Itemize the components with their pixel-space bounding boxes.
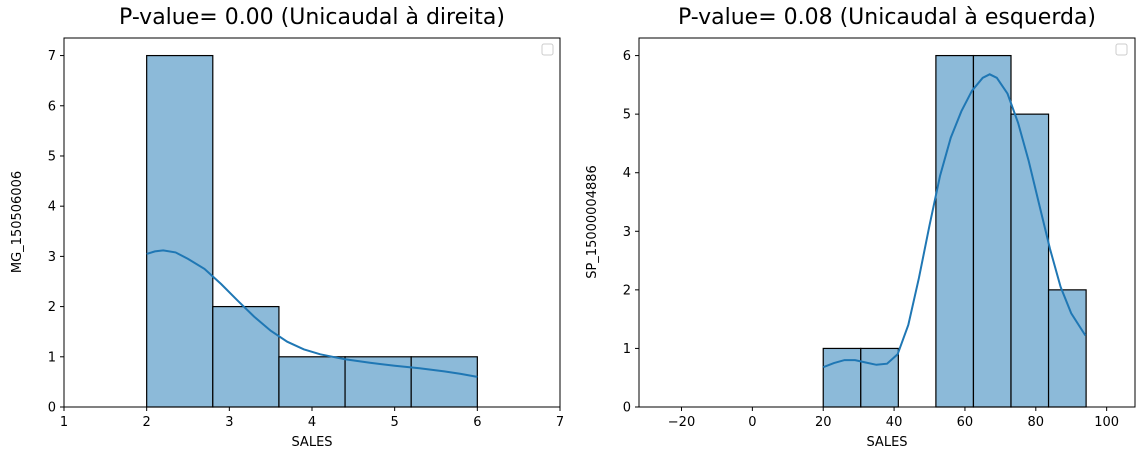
left-x-ticks: 1 2 3 4 5 6 7 bbox=[60, 407, 564, 430]
left-y-tick-label-0: 0 bbox=[48, 401, 56, 416]
right-y-tick-label-0: 0 bbox=[623, 401, 631, 416]
right-bar-0 bbox=[822, 347, 862, 408]
right-x-tick-label-5: 80 bbox=[1028, 415, 1045, 430]
right-y-tick-label-3: 3 bbox=[623, 225, 631, 240]
right-x-tick-label-3: 40 bbox=[886, 415, 903, 430]
right-chart-title: P-value= 0.08 (Unicaudal à esquerda) bbox=[678, 5, 1096, 30]
left-y-tick-label-2: 2 bbox=[48, 300, 56, 315]
left-y-tick-label-3: 3 bbox=[48, 250, 56, 265]
right-bar-6 bbox=[1047, 289, 1087, 408]
right-legend-box bbox=[1115, 43, 1128, 56]
left-bar-1 bbox=[212, 305, 280, 408]
right-chart: P-value= 0.08 (Unicaudal à esquerda) −20… bbox=[585, 5, 1136, 450]
right-y-axis-label: SP_15000004886 bbox=[585, 165, 600, 279]
left-y-tick-label-5: 5 bbox=[48, 149, 56, 164]
right-plot-frame bbox=[638, 37, 1136, 408]
left-y-tick-label-6: 6 bbox=[48, 99, 56, 114]
right-y-tick-label-1: 1 bbox=[623, 342, 631, 357]
left-x-tick-label-4: 5 bbox=[391, 415, 399, 430]
left-bar-2 bbox=[278, 356, 346, 408]
left-y-tick-label-7: 7 bbox=[48, 49, 56, 64]
left-kde bbox=[146, 249, 478, 378]
left-bars bbox=[146, 54, 478, 408]
left-y-ticks: 0 1 2 3 4 5 6 7 bbox=[48, 49, 64, 416]
right-y-tick-label-6: 6 bbox=[623, 49, 631, 64]
left-y-tick-label-4: 4 bbox=[48, 200, 56, 215]
left-x-tick-label-6: 7 bbox=[556, 415, 564, 430]
right-y-tick-label-2: 2 bbox=[623, 283, 631, 298]
right-y-ticks: 0 1 2 3 4 5 6 bbox=[623, 49, 639, 416]
left-bar-0 bbox=[146, 54, 214, 408]
right-x-tick-label-4: 60 bbox=[957, 415, 974, 430]
right-x-tick-label-6: 100 bbox=[1094, 415, 1119, 430]
right-x-tick-label-2: 20 bbox=[815, 415, 832, 430]
right-bar-1 bbox=[860, 347, 899, 408]
right-kde bbox=[822, 73, 1087, 369]
left-y-axis-label: MG_150506006 bbox=[10, 171, 25, 273]
left-chart: P-value= 0.00 (Unicaudal à direita) 1 2 3 4… bbox=[10, 5, 564, 450]
right-bar-3 bbox=[935, 54, 975, 408]
right-bar-5 bbox=[1010, 113, 1050, 408]
right-x-axis-label: SALES bbox=[866, 435, 907, 450]
left-kde-line bbox=[146, 249, 478, 378]
left-chart-title: P-value= 0.00 (Unicaudal à direita) bbox=[119, 5, 505, 30]
left-x-tick-label-1: 2 bbox=[143, 415, 151, 430]
right-x-tick-label-0: −20 bbox=[668, 415, 695, 430]
right-kde-line bbox=[822, 73, 1087, 369]
right-x-tick-label-1: 0 bbox=[748, 415, 756, 430]
left-x-tick-label-2: 3 bbox=[225, 415, 233, 430]
left-x-axis-label: SALES bbox=[291, 435, 332, 450]
left-bar-3 bbox=[344, 356, 412, 408]
left-y-tick-label-1: 1 bbox=[48, 350, 56, 365]
left-x-tick-label-3: 4 bbox=[308, 415, 316, 430]
right-y-tick-label-5: 5 bbox=[623, 108, 631, 123]
left-legend-box bbox=[541, 43, 554, 56]
left-x-tick-label-0: 1 bbox=[60, 415, 68, 430]
right-x-ticks: −20 0 20 40 60 80 100 bbox=[668, 407, 1119, 430]
left-bar-4 bbox=[410, 356, 478, 408]
left-x-tick-label-5: 6 bbox=[473, 415, 481, 430]
right-bar-4 bbox=[972, 54, 1012, 408]
right-y-tick-label-4: 4 bbox=[623, 166, 631, 181]
